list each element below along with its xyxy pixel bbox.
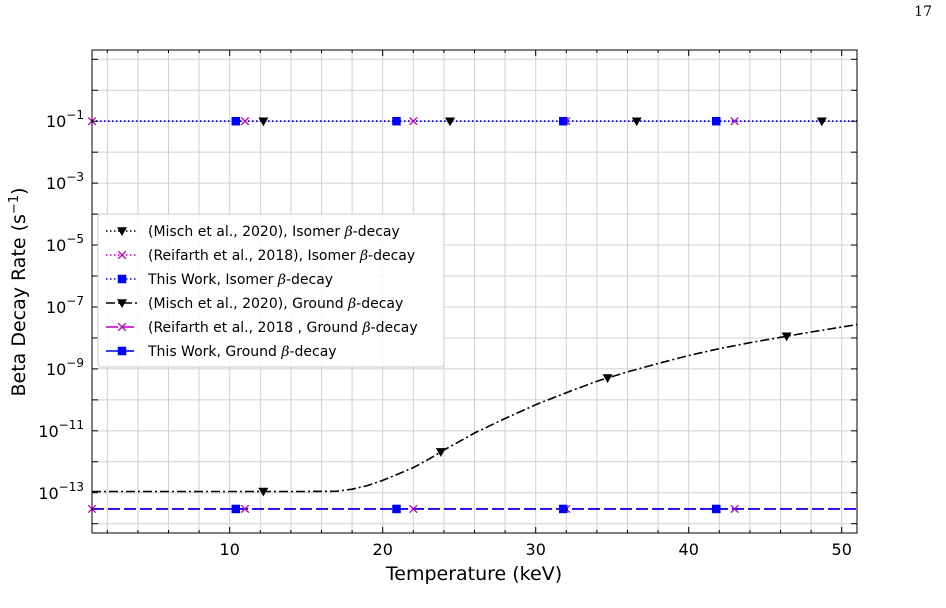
legend-label: (Misch et al., 2020), Isomer β-decay xyxy=(148,224,400,240)
legend-label: This Work, Ground β-decay xyxy=(147,344,337,360)
marker-layer xyxy=(87,116,827,514)
series-4-marker xyxy=(258,487,269,497)
y-axis-label-exponent: −1 xyxy=(7,195,22,214)
series-2-marker xyxy=(240,117,250,126)
legend-entries: (Misch et al., 2020), Isomer β-decay (Rei… xyxy=(106,224,418,360)
x-axis-label: Temperature (keV) xyxy=(385,563,562,585)
series-2-marker xyxy=(730,117,739,126)
x-tick-label: 20 xyxy=(373,540,393,559)
series-line-4 xyxy=(92,323,857,493)
ticks: 10 20 30 40 50 10−1 10−3 10−5 10−7 10−9 10−11 10−13 xyxy=(38,50,857,559)
legend-entry: This Work, Isomer β-decay xyxy=(106,272,333,288)
legend-entry: (Reifarth et al., 2018 , Ground β-decay xyxy=(106,320,418,336)
x-tick-label: 30 xyxy=(526,540,546,559)
series-2-marker xyxy=(409,117,418,126)
series-4-marker xyxy=(602,374,613,383)
series-1-marker xyxy=(258,117,269,127)
y-tick-label: 10−7 xyxy=(46,294,84,317)
legend-box xyxy=(97,213,445,368)
legend-label: (Misch et al., 2020), Ground β-decay xyxy=(148,296,403,312)
legend-marker xyxy=(117,227,127,236)
y-axis-label: Beta Decay Rate (s−1) xyxy=(7,187,30,396)
y-tick-label: 10−11 xyxy=(38,418,84,441)
y-tick-label: 10−13 xyxy=(38,480,84,503)
x-tick-label: 40 xyxy=(679,540,699,559)
legend-entry: (Misch et al., 2020), Isomer β-decay xyxy=(106,224,400,240)
series-1-marker xyxy=(445,117,456,127)
series-6-marker xyxy=(558,504,568,514)
series-layer xyxy=(92,120,857,510)
x-tick-label: 10 xyxy=(220,540,240,559)
series-1-marker xyxy=(816,117,827,127)
series-5-marker xyxy=(409,504,418,514)
series-6-marker xyxy=(711,504,721,514)
y-tick-label: 10−9 xyxy=(46,356,84,379)
legend-marker xyxy=(117,299,127,308)
series-4-marker xyxy=(781,332,792,342)
series-6-marker xyxy=(231,504,241,514)
legend-marker xyxy=(117,250,127,260)
series-5-marker xyxy=(240,504,250,514)
series-3-marker xyxy=(711,116,721,126)
legend-marker xyxy=(117,322,127,332)
series-3-marker xyxy=(558,116,568,126)
legend-entry: (Misch et al., 2020), Ground β-decay xyxy=(106,296,403,312)
legend: (Misch et al., 2020), Isomer β-decay (Rei… xyxy=(97,213,445,368)
series-1-marker xyxy=(631,117,642,127)
series-3-marker xyxy=(392,116,401,126)
legend-marker xyxy=(117,274,127,284)
page-number: 17 xyxy=(914,4,932,20)
legend-entry: (Reifarth et al., 2018), Isomer β-decay xyxy=(106,248,415,264)
legend-label: (Reifarth et al., 2018 , Ground β-decay xyxy=(148,320,418,336)
series-3-marker xyxy=(231,116,241,126)
y-tick-label: 10−3 xyxy=(46,170,84,193)
x-tick-label: 50 xyxy=(832,540,852,559)
series-5-marker xyxy=(730,504,739,514)
y-axis-label-close: ) xyxy=(8,187,30,194)
y-tick-label: 10−1 xyxy=(46,108,84,131)
legend-label: This Work, Isomer β-decay xyxy=(147,272,333,288)
series-6-marker xyxy=(392,504,401,514)
legend-entry: This Work, Ground β-decay xyxy=(106,344,337,360)
legend-marker xyxy=(117,346,127,356)
y-tick-label: 10−5 xyxy=(46,232,84,255)
series-4-marker xyxy=(435,448,446,457)
legend-label: (Reifarth et al., 2018), Isomer β-decay xyxy=(148,248,415,264)
y-axis-label-text: Beta Decay Rate (s xyxy=(8,214,30,396)
